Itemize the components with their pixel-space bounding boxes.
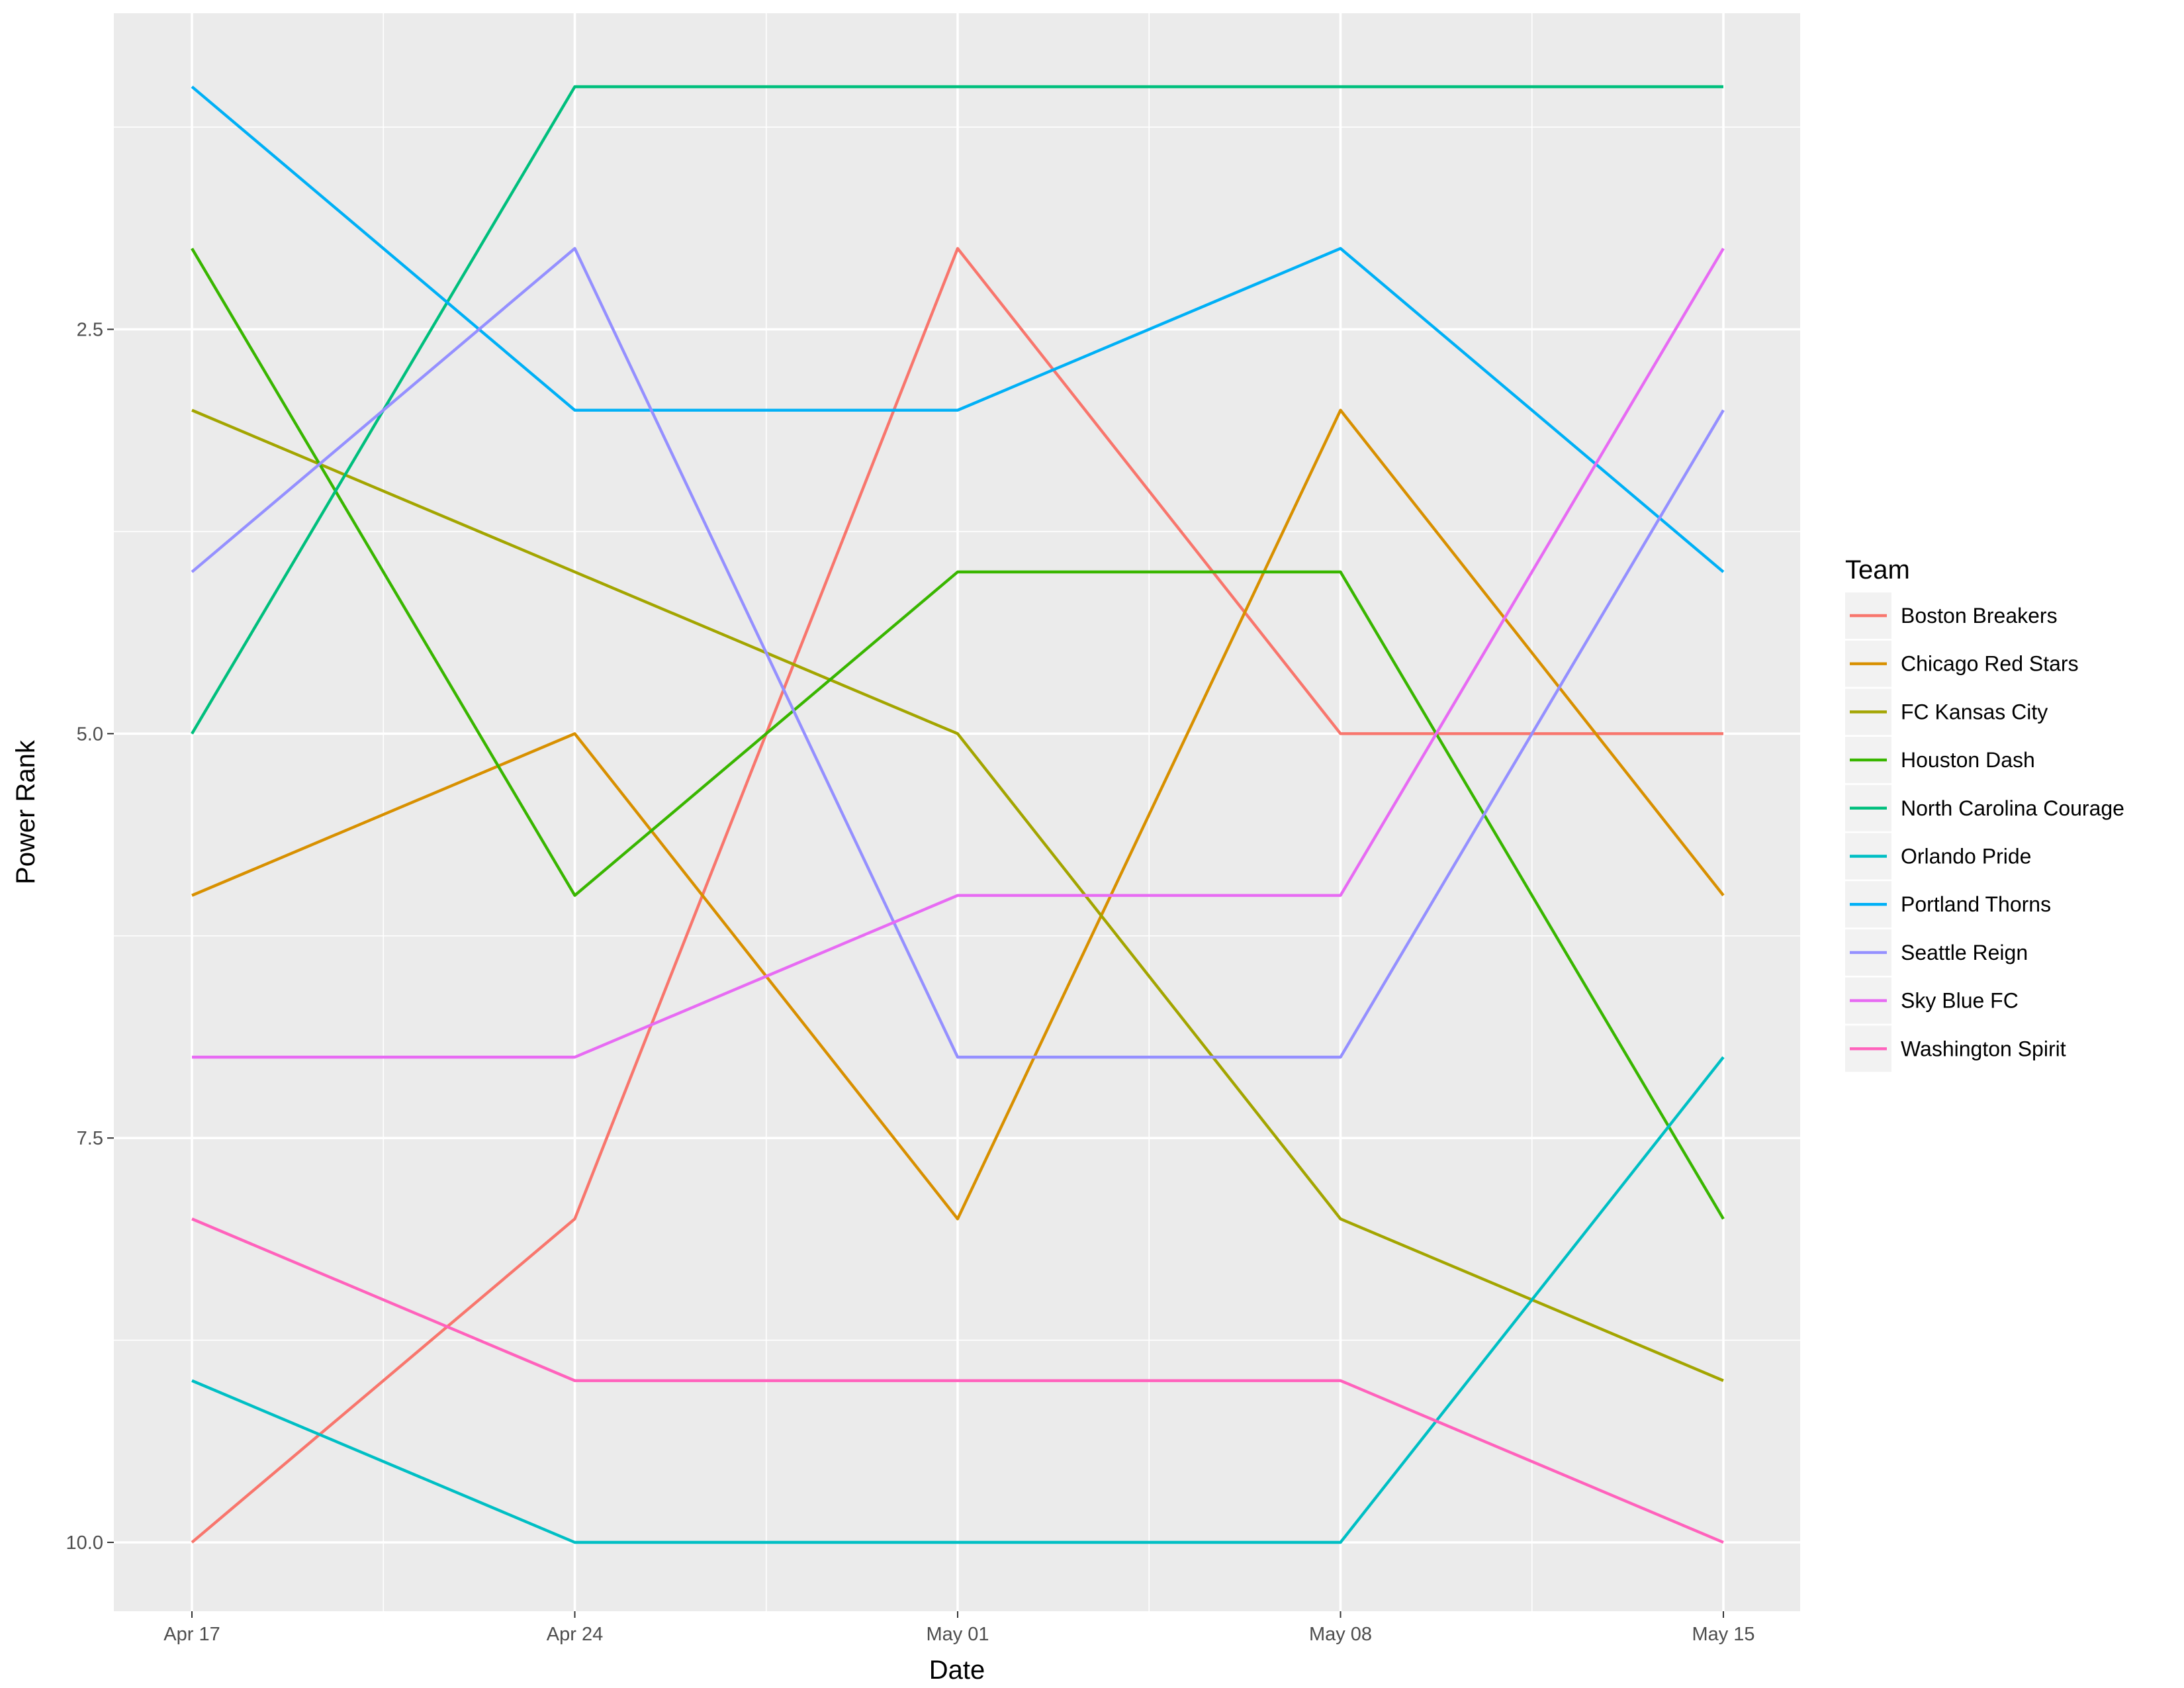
x-axis: Apr 17 Apr 24 May 01 May 08 May 15 [163, 1611, 1755, 1645]
x-tick-label: May 08 [1309, 1624, 1372, 1645]
y-tick-label: 5.0 [77, 724, 103, 745]
x-tick-label: May 15 [1692, 1624, 1754, 1645]
legend-label: FC Kansas City [1901, 700, 2048, 724]
legend-label: Washington Spirit [1901, 1037, 2066, 1060]
legend-title: Team [1845, 555, 1910, 585]
legend-items: Boston Breakers Chicago Red Stars FC Kansa… [1845, 592, 2124, 1072]
series-line-8 [192, 248, 1725, 1059]
x-tick-label: May 01 [926, 1624, 989, 1645]
series-lines [191, 85, 1725, 1544]
legend-label: Portland Thorns [1901, 892, 2051, 916]
series-line-7 [191, 247, 1725, 1059]
series-line-2 [191, 408, 1724, 1382]
legend-label: Boston Breakers [1901, 604, 2058, 628]
series-line-1 [191, 408, 1725, 1221]
legend-label: Houston Dash [1901, 748, 2035, 772]
y-tick-label: 7.5 [77, 1128, 103, 1149]
legend-label: Seattle Reign [1901, 941, 2028, 964]
y-axis: 2.5 5.0 7.5 10.0 [66, 320, 114, 1554]
series-line-9 [191, 1217, 1724, 1544]
legend-label: North Carolina Courage [1901, 796, 2124, 820]
x-axis-title: Date [929, 1656, 985, 1685]
legend-label: Sky Blue FC [1901, 989, 2019, 1013]
x-tick-label: Apr 17 [163, 1624, 220, 1645]
y-tick-label: 10.0 [66, 1532, 103, 1554]
series-line-5 [191, 1056, 1725, 1544]
series-line-3 [191, 248, 1725, 1220]
y-tick-label: 2.5 [77, 320, 103, 341]
y-axis-title: Power Rank [11, 739, 40, 884]
series-line-6 [191, 85, 1725, 573]
x-tick-label: Apr 24 [547, 1624, 603, 1645]
legend-label: Chicago Red Stars [1901, 652, 2079, 676]
legend: Team Boston Breakers Chicago Red Stars FC … [1845, 555, 2124, 1072]
legend-label: Orlando Pride [1901, 845, 2031, 868]
